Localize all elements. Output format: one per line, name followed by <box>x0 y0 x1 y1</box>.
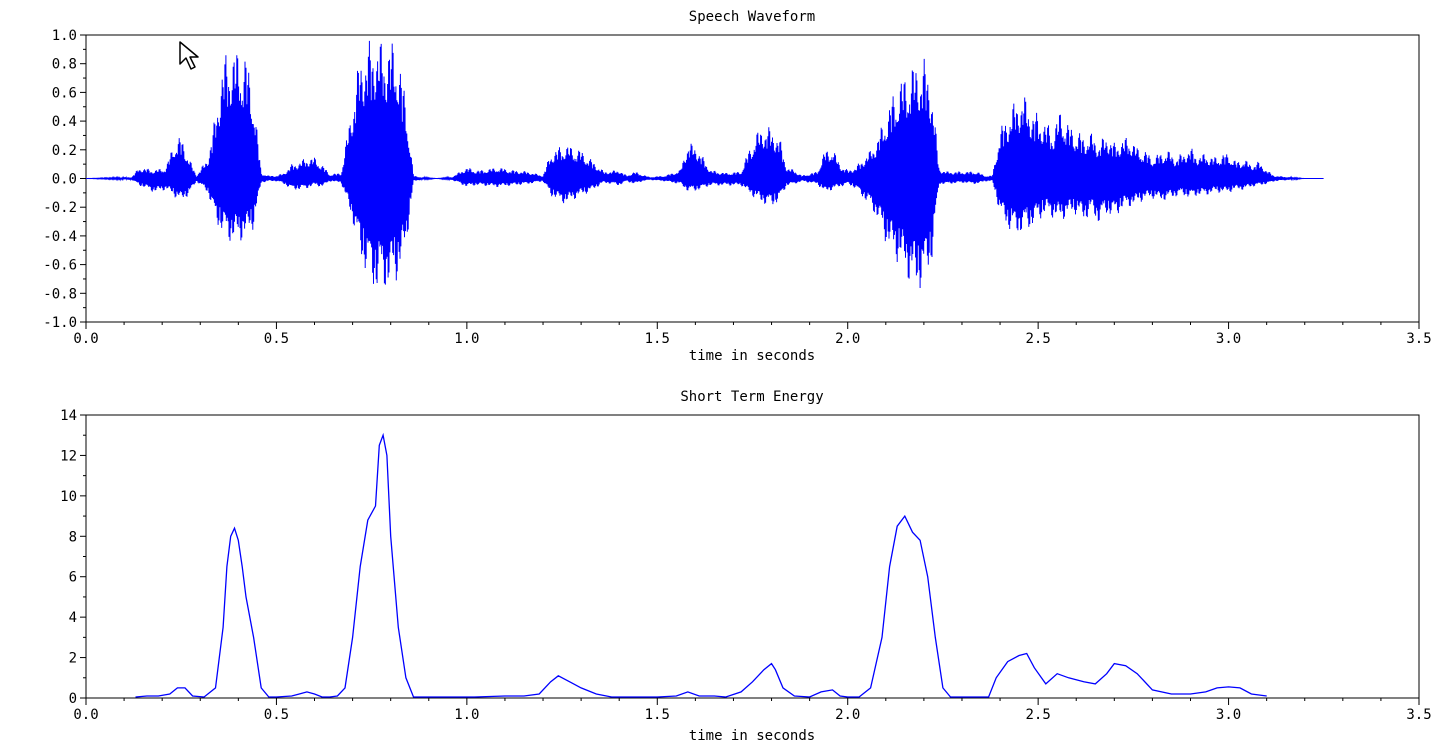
waveform-series <box>86 41 1324 288</box>
energy-y-axis: 0 2 4 6 8 10 12 14 <box>60 408 86 707</box>
waveform-y-tick-label: -1.0 <box>43 315 77 331</box>
energy-x-tick-label: 0.5 <box>264 707 289 723</box>
energy-line <box>136 435 1267 697</box>
waveform-x-tick-label: 1.5 <box>645 331 670 347</box>
waveform-y-tick-label: 0.0 <box>52 172 77 188</box>
energy-y-tick-label: 2 <box>69 651 77 667</box>
energy-y-tick-label: 14 <box>60 408 77 424</box>
energy-x-tick-label: 2.0 <box>835 707 860 723</box>
waveform-y-tick-label: -0.6 <box>43 258 77 274</box>
waveform-x-tick-label: 2.0 <box>835 331 860 347</box>
waveform-x-tick-label: 0.5 <box>264 331 289 347</box>
energy-x-tick-label: 2.5 <box>1025 707 1050 723</box>
energy-y-tick-label: 12 <box>60 448 77 464</box>
waveform-x-axis: 0.0 0.5 1.0 1.5 2.0 2.5 3.0 3.5 <box>73 322 1431 347</box>
waveform-line <box>86 41 1324 288</box>
energy-y-tick-label: 8 <box>69 529 77 545</box>
speech-waveform-plot: Speech Waveform -1.0-0.8-0.6-0.4-0.20.00… <box>43 9 1431 364</box>
energy-x-tick-label: 3.0 <box>1216 707 1241 723</box>
waveform-y-tick-label: -0.4 <box>43 229 77 245</box>
waveform-x-axis-label: time in seconds <box>689 348 815 364</box>
waveform-y-tick-label: 1.0 <box>52 28 77 44</box>
short-term-energy-title: Short Term Energy <box>680 389 823 405</box>
waveform-x-tick-label: 3.5 <box>1406 331 1431 347</box>
waveform-x-tick-label: 1.0 <box>454 331 479 347</box>
short-term-energy-plot: Short Term Energy 0 2 4 6 8 10 12 14 0.0 0.5 1.0 1… <box>60 389 1432 744</box>
waveform-y-axis: -1.0 -0.8 -0.6 -0.4 -0.2 0.0 0.2 0.4 0.6 0.8 1.0 <box>43 28 86 331</box>
energy-y-tick-label: 4 <box>69 610 77 626</box>
energy-y-tick-label: 0 <box>69 691 77 707</box>
waveform-y-tick-label: 0.8 <box>52 57 77 73</box>
waveform-y-tick-label: -0.2 <box>43 200 77 216</box>
energy-x-axis: 0.0 0.5 1.0 1.5 2.0 2.5 3.0 3.5 <box>73 698 1431 723</box>
energy-y-tick-label: 6 <box>69 570 77 586</box>
waveform-x-tick-label: 0.0 <box>73 331 98 347</box>
waveform-x-tick-label: 2.5 <box>1025 331 1050 347</box>
mouse-pointer-icon <box>178 40 210 72</box>
energy-axes-frame <box>86 415 1419 698</box>
waveform-y-tick-label: 0.4 <box>52 114 77 130</box>
energy-x-tick-label: 1.5 <box>645 707 670 723</box>
energy-x-tick-label: 0.0 <box>73 707 98 723</box>
energy-series <box>135 435 1266 697</box>
energy-x-axis-label: time in seconds <box>689 728 815 744</box>
speech-waveform-title: Speech Waveform <box>689 9 815 25</box>
waveform-x-tick-label: 3.0 <box>1216 331 1241 347</box>
energy-x-tick-label: 1.0 <box>454 707 479 723</box>
energy-y-tick-label: 10 <box>60 489 77 505</box>
waveform-y-tick-label: 0.6 <box>52 85 77 101</box>
energy-x-tick-label: 3.5 <box>1406 707 1431 723</box>
waveform-y-tick-label: 0.2 <box>52 143 77 159</box>
waveform-y-tick-label: -0.8 <box>43 286 77 302</box>
